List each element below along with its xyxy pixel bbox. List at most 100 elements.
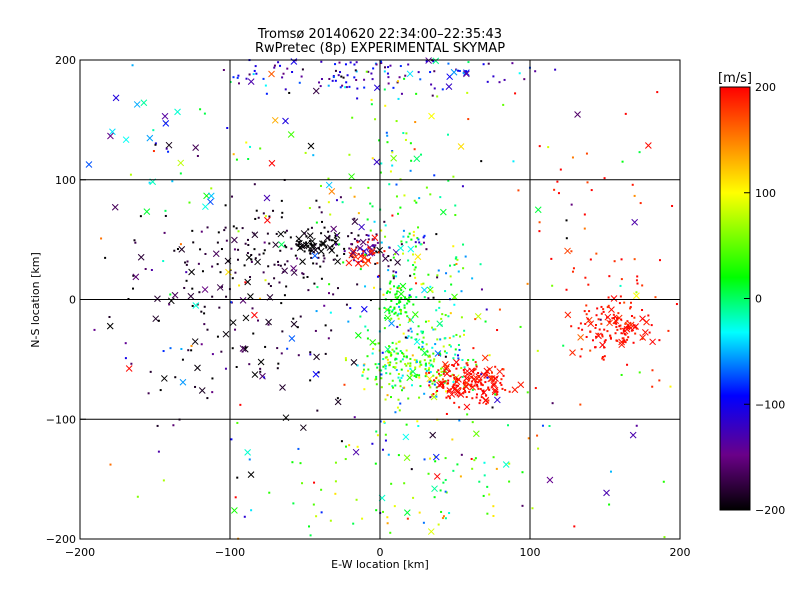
data-point xyxy=(389,361,392,364)
data-point xyxy=(231,347,234,350)
data-point xyxy=(494,365,497,368)
data-point xyxy=(356,283,359,286)
data-point-x xyxy=(493,396,501,404)
data-point xyxy=(442,372,445,375)
data-point-x xyxy=(290,320,298,328)
data-point xyxy=(635,327,638,330)
data-point-x xyxy=(160,375,168,382)
data-point xyxy=(460,453,463,456)
data-point xyxy=(301,482,304,485)
data-point xyxy=(232,153,235,156)
data-point xyxy=(330,329,333,332)
data-point-x xyxy=(143,208,151,215)
data-point xyxy=(375,509,378,512)
data-point xyxy=(324,352,327,355)
data-point xyxy=(465,395,468,398)
data-point xyxy=(465,362,468,365)
data-point xyxy=(418,374,421,377)
data-point xyxy=(297,243,300,246)
data-point xyxy=(339,86,342,89)
data-point xyxy=(397,376,400,379)
data-point xyxy=(583,213,586,216)
data-point xyxy=(302,273,305,276)
data-point xyxy=(253,183,256,186)
data-point xyxy=(334,492,337,495)
data-point-x xyxy=(608,306,615,313)
data-point xyxy=(217,231,220,234)
data-point xyxy=(559,168,562,171)
data-point xyxy=(452,245,455,248)
data-point xyxy=(372,347,375,350)
data-point xyxy=(297,447,300,450)
data-point-x xyxy=(318,240,326,248)
data-point xyxy=(253,69,256,72)
data-point xyxy=(412,234,415,237)
data-point xyxy=(238,284,241,287)
data-point xyxy=(375,250,378,253)
data-point xyxy=(325,246,328,249)
data-point xyxy=(370,72,373,75)
data-point xyxy=(377,251,380,254)
data-point xyxy=(389,372,392,375)
data-point xyxy=(332,293,335,296)
data-point xyxy=(230,438,233,441)
data-point xyxy=(389,259,392,262)
data-point xyxy=(395,362,398,365)
data-point xyxy=(423,392,426,395)
data-point xyxy=(455,384,458,387)
data-point xyxy=(313,481,316,484)
data-point-x xyxy=(308,242,316,250)
data-point xyxy=(344,359,347,362)
data-point xyxy=(263,249,266,252)
data-point xyxy=(282,72,285,75)
data-point xyxy=(350,232,353,235)
data-point xyxy=(412,303,415,306)
data-point xyxy=(492,456,495,459)
data-point xyxy=(437,269,440,272)
data-point xyxy=(327,84,330,87)
data-point xyxy=(429,371,432,374)
data-point xyxy=(399,312,402,315)
data-point xyxy=(251,307,254,310)
data-point xyxy=(613,260,616,263)
data-point xyxy=(109,463,112,466)
data-point xyxy=(390,353,393,356)
data-point xyxy=(300,75,303,78)
data-point-x xyxy=(432,57,440,65)
data-point xyxy=(425,248,428,251)
data-point xyxy=(471,277,474,280)
data-point xyxy=(384,224,387,227)
data-point xyxy=(385,291,388,294)
data-point xyxy=(475,396,478,399)
data-point xyxy=(349,307,352,310)
data-point xyxy=(373,286,376,289)
data-point xyxy=(451,363,454,366)
data-point-x xyxy=(188,268,195,276)
data-point xyxy=(386,134,389,137)
data-point xyxy=(602,358,605,361)
data-point-x xyxy=(492,375,499,382)
data-point xyxy=(600,322,603,325)
data-point xyxy=(133,239,136,242)
data-point xyxy=(399,385,402,388)
data-point xyxy=(445,390,448,393)
data-point xyxy=(538,221,541,224)
data-point xyxy=(294,254,297,257)
data-point xyxy=(393,285,396,288)
data-point xyxy=(171,180,174,183)
data-point xyxy=(654,296,657,299)
data-point xyxy=(623,339,626,342)
data-point xyxy=(259,370,262,373)
data-point xyxy=(259,367,262,370)
data-point xyxy=(327,201,330,204)
data-point xyxy=(162,350,165,353)
data-point xyxy=(191,304,194,307)
data-point xyxy=(303,250,306,253)
data-point-x xyxy=(360,305,368,313)
data-point xyxy=(372,67,375,70)
data-point xyxy=(494,393,497,396)
data-point xyxy=(401,374,404,377)
data-point xyxy=(425,186,428,189)
data-point xyxy=(662,480,665,483)
data-point xyxy=(633,194,636,197)
